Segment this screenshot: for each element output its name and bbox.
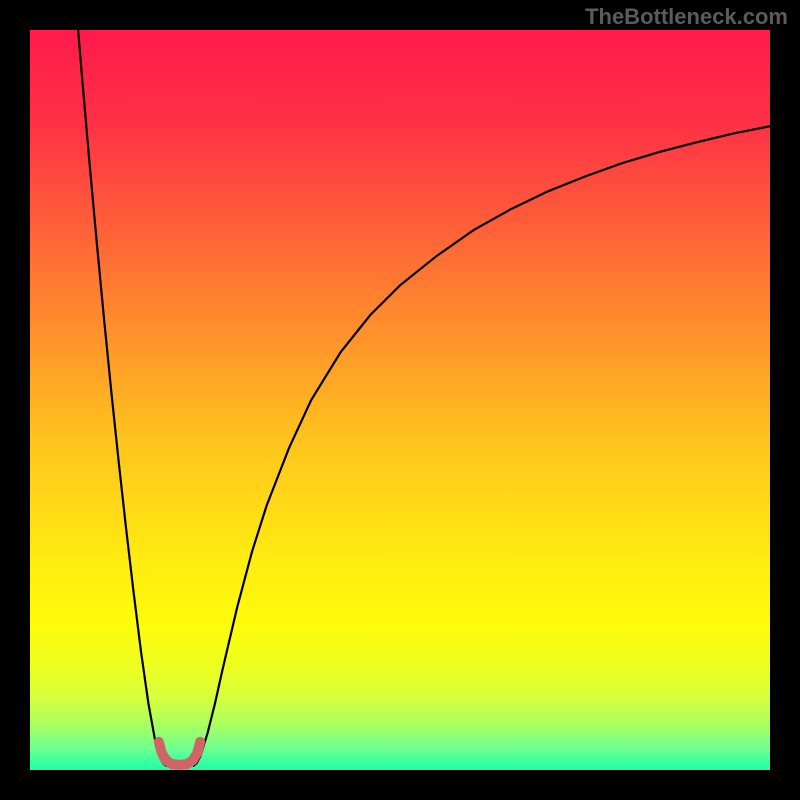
plot-area <box>30 30 770 770</box>
bottleneck-curve <box>30 30 770 770</box>
plot-frame <box>0 0 800 800</box>
attribution-label: TheBottleneck.com <box>585 4 788 30</box>
